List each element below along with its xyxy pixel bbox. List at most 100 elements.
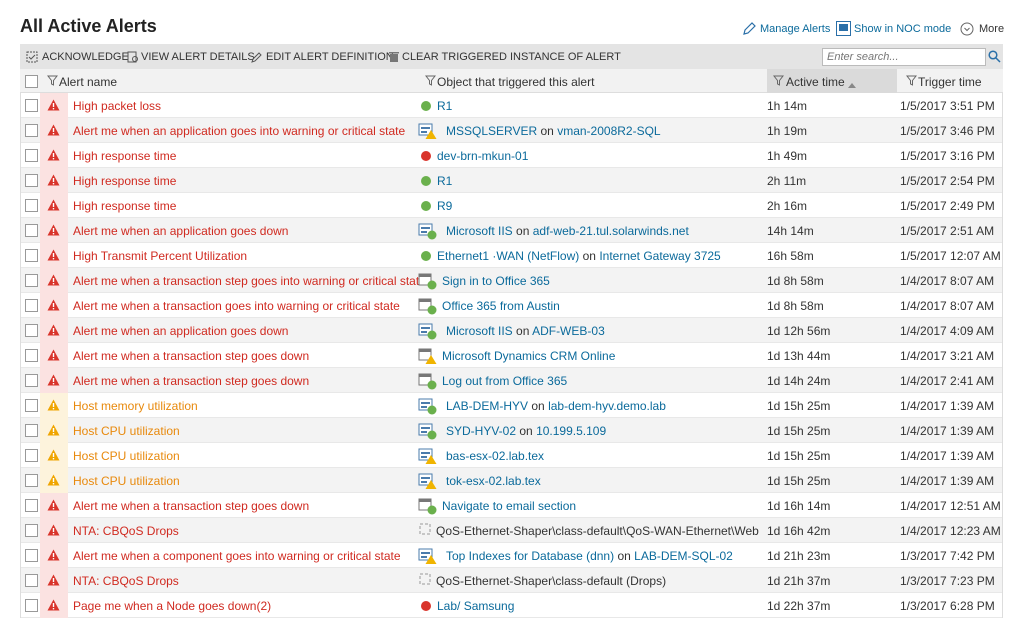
row-checkbox[interactable] xyxy=(25,449,38,462)
object-target[interactable]: Sign in to Office 365 xyxy=(442,274,550,288)
active-time: 1d 15h 25m xyxy=(767,399,831,413)
object-host[interactable]: adf-web-21.tul.solarwinds.net xyxy=(532,224,689,238)
object-host[interactable]: Internet Gateway 3725 xyxy=(599,249,721,263)
toolbar-button[interactable]: EDIT ALERT DEFINITION xyxy=(266,51,394,63)
object-target[interactable]: R1 xyxy=(437,99,453,113)
column-header[interactable]: Trigger time xyxy=(918,75,982,89)
alert-name[interactable]: Host CPU utilization xyxy=(73,474,180,488)
alert-name[interactable]: Alert me when a transaction step goes do… xyxy=(73,349,310,363)
table-row xyxy=(21,543,1002,568)
alert-name[interactable]: High Transmit Percent Utilization xyxy=(73,249,248,263)
object-target[interactable]: Log out from Office 365 xyxy=(442,374,568,388)
object-icon-svg xyxy=(418,223,437,240)
row-checkbox[interactable] xyxy=(25,174,38,187)
alert-name[interactable]: Host CPU utilization xyxy=(73,424,180,438)
table-row xyxy=(21,218,1002,243)
column-header[interactable]: Alert name xyxy=(59,75,118,89)
object-target[interactable]: Microsoft IIS xyxy=(446,224,513,238)
alert-name[interactable]: Alert me when an application goes down xyxy=(73,224,289,238)
row-checkbox[interactable] xyxy=(25,224,38,237)
object-icon-svg xyxy=(421,176,431,186)
column-header[interactable]: Active time xyxy=(786,75,845,89)
alert-name[interactable]: Host CPU utilization xyxy=(73,449,180,463)
object-host[interactable]: lab-dem-hyv.demo.lab xyxy=(548,399,666,413)
object-host[interactable]: vman-2008R2-SQL xyxy=(557,124,661,138)
active-time: 1h 19m xyxy=(767,124,808,138)
alert-name[interactable]: High response time xyxy=(73,174,177,188)
object-icon xyxy=(418,522,438,543)
toolbar-button[interactable]: ACKNOWLEDGE xyxy=(42,51,129,63)
trigger-time: 1/5/2017 2:49 PM xyxy=(900,199,995,213)
row-checkbox[interactable] xyxy=(25,574,38,587)
manage-alerts-link[interactable]: Manage Alerts xyxy=(760,23,831,35)
search-box[interactable]: Enter search... xyxy=(822,48,986,66)
alert-name[interactable]: NTA: CBQoS Drops xyxy=(73,574,179,588)
object-cell: Top Indexes for Database (dnn) on LAB-DE… xyxy=(446,549,733,563)
row-checkbox[interactable] xyxy=(25,199,38,212)
object-target[interactable]: Lab/ Samsung xyxy=(437,599,515,613)
alert-name[interactable]: Page me when a Node goes down(2) xyxy=(73,599,272,613)
row-checkbox[interactable] xyxy=(25,599,38,612)
alert-name[interactable]: Alert me when an application goes into w… xyxy=(73,124,406,138)
object-target[interactable]: Microsoft IIS xyxy=(446,324,513,338)
object-target[interactable]: Navigate to email section xyxy=(442,499,577,513)
object-cell: R1 xyxy=(437,174,452,188)
row-checkbox[interactable] xyxy=(25,124,38,137)
row-checkbox[interactable] xyxy=(25,524,38,537)
row-checkbox[interactable] xyxy=(25,474,38,487)
object-icon-svg xyxy=(418,298,437,315)
object-target[interactable]: R1 xyxy=(437,174,453,188)
toolbar-button[interactable]: CLEAR TRIGGERED INSTANCE OF ALERT xyxy=(402,51,621,63)
object-on: on xyxy=(519,424,533,438)
alert-name[interactable]: Alert me when a transaction step goes do… xyxy=(73,499,310,513)
object-host[interactable]: ADF-WEB-03 xyxy=(532,324,605,338)
object-target[interactable]: MSSQLSERVER xyxy=(446,124,538,138)
object-target[interactable]: Microsoft Dynamics CRM Online xyxy=(442,349,616,363)
object-target[interactable]: tok-esx-02.lab.tex xyxy=(446,474,541,488)
object-target[interactable]: SYD-HYV-02 xyxy=(446,424,517,438)
alert-name[interactable]: Host memory utilization xyxy=(73,399,198,413)
object-target[interactable]: Ethernet1 ·WAN (NetFlow) xyxy=(437,249,580,263)
row-checkbox[interactable] xyxy=(25,299,38,312)
object-target[interactable]: R9 xyxy=(437,199,453,213)
row-checkbox[interactable] xyxy=(25,274,38,287)
object-target[interactable]: dev-brn-mkun-01 xyxy=(437,149,529,163)
object-icon-svg xyxy=(421,601,431,611)
search-icon[interactable] xyxy=(988,50,1001,63)
object-host[interactable]: 10.199.5.109 xyxy=(536,424,607,438)
table-row xyxy=(21,243,1002,268)
alert-name[interactable]: High packet loss xyxy=(73,99,162,113)
severity-icon-svg xyxy=(47,324,60,336)
row-checkbox[interactable] xyxy=(25,374,38,387)
row-checkbox[interactable] xyxy=(25,349,38,362)
row-checkbox[interactable] xyxy=(25,549,38,562)
alert-name[interactable]: Alert me when a transaction step goes do… xyxy=(73,374,310,388)
object-target[interactable]: bas-esx-02.lab.tex xyxy=(446,449,545,463)
more-link[interactable]: More xyxy=(979,23,1005,35)
alert-name[interactable]: NTA: CBQoS Drops xyxy=(73,524,179,538)
alert-name[interactable]: High response time xyxy=(73,149,177,163)
row-checkbox[interactable] xyxy=(25,149,38,162)
object-target[interactable]: Office 365 from Austin xyxy=(442,299,560,313)
row-checkbox[interactable] xyxy=(25,249,38,262)
alert-name[interactable]: Alert me when a transaction goes into wa… xyxy=(73,299,400,313)
alert-name[interactable]: High response time xyxy=(73,199,177,213)
alert-name[interactable]: Alert me when a component goes into warn… xyxy=(73,549,401,563)
column-header[interactable]: Object that triggered this alert xyxy=(437,75,595,89)
row-checkbox[interactable] xyxy=(25,424,38,437)
object-host[interactable]: LAB-DEM-SQL-02 xyxy=(634,549,733,563)
row-checkbox[interactable] xyxy=(25,324,38,337)
noc-mode-link[interactable]: Show in NOC mode xyxy=(854,23,952,35)
trigger-time: 1/3/2017 7:23 PM xyxy=(900,574,995,588)
row-checkbox[interactable] xyxy=(25,399,38,412)
toolbar-button[interactable]: VIEW ALERT DETAILS xyxy=(141,51,255,63)
row-checkbox[interactable] xyxy=(25,499,38,512)
object-target[interactable]: Top Indexes for Database (dnn) xyxy=(446,549,615,563)
row-checkbox[interactable] xyxy=(25,99,38,112)
select-all-checkbox[interactable] xyxy=(25,75,38,88)
alert-name[interactable]: Alert me when an application goes down xyxy=(73,324,289,338)
alert-name[interactable]: Alert me when a transaction step goes in… xyxy=(73,274,426,288)
object-icon xyxy=(418,472,438,493)
filter-icon-svg xyxy=(772,75,785,86)
object-target[interactable]: LAB-DEM-HYV xyxy=(446,399,529,413)
